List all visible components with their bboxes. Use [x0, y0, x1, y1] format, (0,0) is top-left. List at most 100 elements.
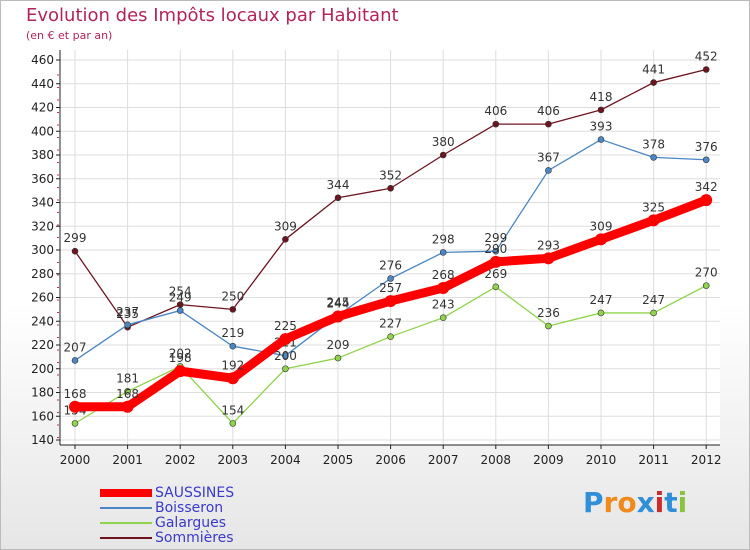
- data-point: [650, 309, 657, 317]
- legend-label: Boisseron: [155, 500, 224, 516]
- data-label: 344: [327, 178, 350, 192]
- data-label: 254: [169, 285, 192, 299]
- y-tick-label: 280: [31, 267, 54, 281]
- data-label: 452: [695, 50, 718, 64]
- data-point: [597, 106, 605, 114]
- y-tick-label: 320: [31, 219, 54, 233]
- data-point: [595, 233, 607, 246]
- chart-title: Evolution des Impôts locaux par Habitant: [26, 5, 399, 26]
- data-point: [334, 194, 342, 202]
- data-label: 342: [695, 180, 718, 194]
- data-point: [650, 154, 657, 161]
- data-label: 290: [484, 242, 507, 256]
- data-label: 225: [274, 319, 297, 333]
- x-tick-label: 2003: [218, 453, 249, 467]
- data-label: 237: [116, 305, 139, 319]
- y-tick-label: 220: [31, 338, 54, 352]
- y-tick-label: 200: [31, 362, 54, 376]
- data-point: [542, 252, 555, 265]
- data-point: [121, 400, 134, 413]
- data-label: 441: [642, 63, 665, 77]
- data-point: [229, 306, 237, 313]
- data-point: [439, 249, 447, 256]
- y-tick-label: 440: [31, 77, 54, 91]
- y-tick-label: 180: [31, 386, 54, 400]
- data-label: 200: [274, 349, 297, 363]
- data-label: 243: [432, 298, 455, 312]
- logo-letter: r: [603, 486, 618, 519]
- data-label: 198: [169, 351, 192, 365]
- data-point: [489, 255, 502, 268]
- data-point: [437, 282, 450, 294]
- x-tick-label: 2002: [165, 453, 196, 467]
- data-point: [700, 194, 713, 207]
- data-label: 393: [590, 120, 613, 134]
- data-label: 257: [379, 281, 402, 295]
- data-label: 244: [327, 297, 350, 311]
- logo-letter: x: [636, 486, 655, 519]
- data-point: [545, 167, 552, 174]
- data-point: [387, 275, 394, 282]
- data-point: [702, 66, 710, 73]
- data-label: 269: [484, 267, 507, 281]
- legend-swatch: [100, 489, 152, 497]
- data-label: 245: [327, 295, 350, 309]
- data-point: [176, 307, 184, 314]
- data-point: [492, 120, 500, 128]
- data-label: 406: [537, 104, 560, 118]
- data-point: [387, 333, 394, 340]
- logo-letter: o: [617, 486, 637, 519]
- data-point: [597, 309, 605, 317]
- data-point: [439, 314, 447, 321]
- data-label: 270: [695, 266, 718, 280]
- data-label: 168: [64, 387, 87, 401]
- data-point: [650, 79, 657, 86]
- data-label: 181: [116, 371, 139, 385]
- y-tick-label: 140: [31, 433, 54, 447]
- logo-letter: t: [664, 486, 678, 519]
- x-tick-label: 2008: [481, 453, 512, 467]
- legend-item: Sommières: [100, 531, 234, 545]
- data-point: [545, 322, 552, 330]
- data-point: [439, 151, 447, 159]
- data-label: 325: [642, 200, 665, 214]
- data-point: [332, 310, 344, 323]
- data-point: [702, 282, 710, 289]
- x-tick-label: 2007: [428, 453, 459, 467]
- data-point: [384, 295, 397, 308]
- data-label: 309: [590, 219, 613, 233]
- y-tick-label: 300: [31, 243, 54, 257]
- data-label: 235: [116, 307, 139, 321]
- y-tick-label: 380: [31, 148, 54, 162]
- data-label: 154: [221, 403, 244, 417]
- logo-letter: P: [583, 486, 604, 519]
- data-point: [124, 388, 131, 395]
- data-point: [229, 420, 237, 427]
- data-label: 378: [642, 137, 665, 151]
- data-label: 299: [484, 231, 507, 245]
- legend-label: Galargues: [155, 515, 227, 531]
- data-point: [229, 342, 237, 350]
- data-point: [387, 184, 394, 192]
- logo-letter: i: [654, 486, 665, 519]
- data-label: 376: [695, 140, 718, 154]
- data-point: [334, 354, 342, 362]
- y-tick-label: 420: [31, 101, 54, 115]
- proxiti-logo: Proxiti: [583, 486, 687, 519]
- data-point: [282, 236, 289, 243]
- data-label: 293: [537, 238, 560, 252]
- legend-label: Sommières: [155, 530, 234, 546]
- chart-subtitle: (en € et par an): [26, 29, 113, 42]
- legend-swatch: [100, 537, 152, 539]
- data-label: 219: [221, 326, 244, 340]
- legend-item: Galargues: [100, 516, 226, 530]
- data-point: [647, 214, 660, 227]
- data-point: [492, 283, 500, 291]
- x-tick-label: 2011: [638, 453, 669, 467]
- legend-swatch: [100, 522, 152, 524]
- data-label: 367: [537, 150, 560, 164]
- data-label: 202: [169, 346, 192, 360]
- y-tick-label: 240: [31, 314, 54, 328]
- x-tick-label: 2012: [691, 453, 722, 467]
